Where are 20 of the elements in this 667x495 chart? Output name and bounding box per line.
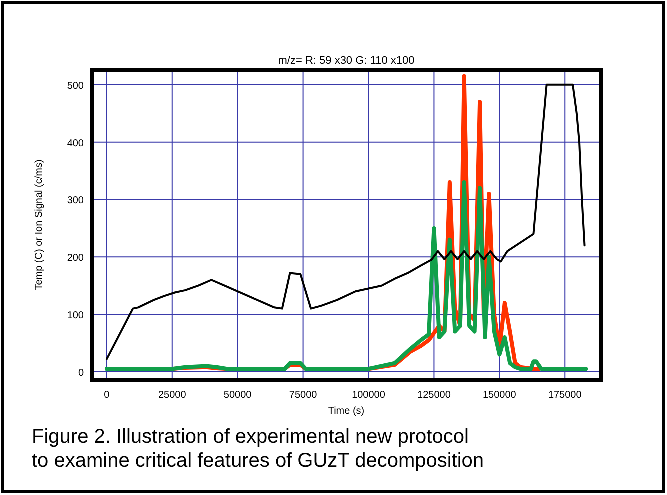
chart-title: m/z= R: 59 x30 G: 110 x100 <box>278 55 415 67</box>
x-tick-label: 125000 <box>418 390 452 401</box>
x-tick-label: 175000 <box>548 390 582 401</box>
y-tick-label: 0 <box>78 368 84 379</box>
y-tick-label: 200 <box>67 253 84 264</box>
caption: Figure 2. Illustration of experimental new protocol to examine critical features of GUzT decomposition <box>32 426 484 472</box>
line-series <box>104 180 588 372</box>
y-tick-label: 400 <box>67 138 84 150</box>
x-tick-label: 25000 <box>158 390 187 401</box>
x-tick-label: 150000 <box>482 390 517 401</box>
x-axis-title: Time (s) <box>328 406 365 417</box>
y-axis-title: Temp (C) or Ion Signal (c/ms) <box>34 160 45 290</box>
x-tick-label: 0 <box>104 390 110 401</box>
y-tick-label: 500 <box>67 80 84 92</box>
y-tick-label: 300 <box>67 196 84 207</box>
line-series <box>106 84 586 360</box>
x-tick-label: 100000 <box>352 390 386 401</box>
y-tick-label: 100 <box>67 310 84 322</box>
x-tick-label: 75000 <box>289 390 318 401</box>
x-tick-label: 50000 <box>224 390 252 401</box>
